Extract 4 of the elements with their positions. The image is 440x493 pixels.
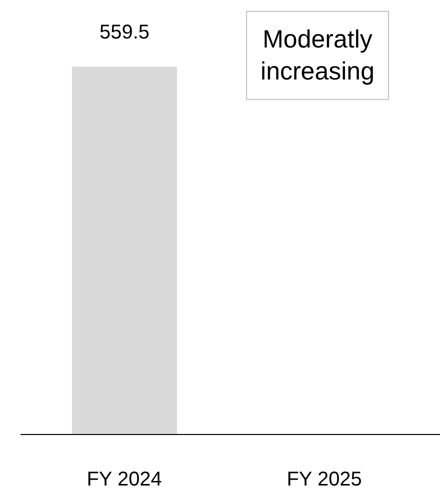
- data-label: 559.5: [99, 22, 150, 44]
- annotation: Moderatly increasing: [260, 25, 374, 86]
- x-tick-label: FY 2025: [286, 468, 362, 490]
- x-tick-label: FY 2024: [86, 468, 162, 490]
